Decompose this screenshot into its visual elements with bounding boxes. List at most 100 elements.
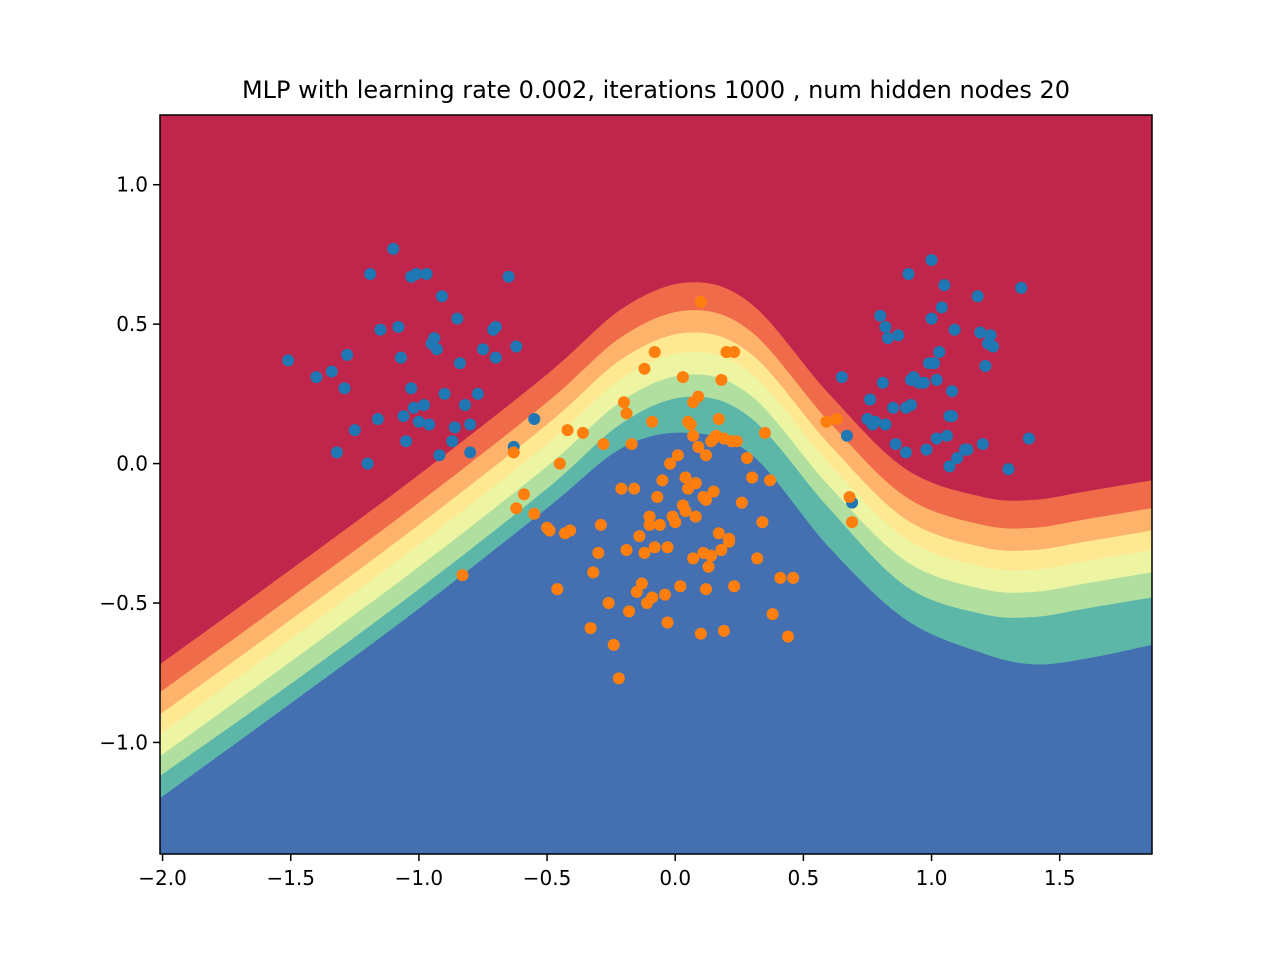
scatter-point-s0-94 [987, 340, 1000, 353]
scatter-point-s1-37 [646, 415, 659, 428]
scatter-point-s0-72 [925, 254, 938, 267]
scatter-point-s1-27 [628, 482, 641, 495]
scatter-point-s1-94 [787, 571, 800, 584]
scatter-point-s1-96 [830, 412, 843, 425]
scatter-point-s1-105 [687, 552, 700, 565]
scatter-point-s1-35 [643, 518, 656, 531]
scatter-point-s0-4 [338, 382, 351, 395]
scatter-point-s0-60 [892, 329, 905, 342]
scatter-point-s1-57 [684, 418, 697, 431]
x-tick-label: 1.0 [916, 866, 948, 890]
scatter-point-s0-84 [948, 323, 961, 336]
scatter-point-s1-62 [692, 390, 705, 403]
scatter-point-s1-42 [656, 474, 669, 487]
scatter-point-s0-2 [325, 365, 338, 378]
scatter-point-s0-15 [400, 435, 413, 448]
scatter-point-s1-1 [507, 446, 520, 459]
scatter-point-s0-53 [874, 309, 887, 322]
scatter-point-s1-29 [633, 530, 646, 543]
scatter-point-s1-3 [517, 488, 530, 501]
scatter-point-s0-55 [879, 418, 892, 431]
scatter-point-s1-43 [658, 588, 671, 601]
scatter-point-s0-7 [361, 457, 374, 470]
scatter-point-s1-50 [674, 580, 687, 593]
scatter-point-s0-19 [410, 267, 423, 280]
scatter-point-s0-13 [394, 351, 407, 364]
scatter-point-s0-45 [528, 412, 541, 425]
y-tick-label: 0.5 [116, 312, 148, 336]
scatter-point-s0-41 [489, 320, 502, 333]
x-tick-label: −1.5 [266, 866, 315, 890]
scatter-point-s1-66 [699, 583, 712, 596]
x-axis: −2.0 −1.5 −1.0 −0.5 0.0 0.5 1.0 1.5 [138, 854, 1076, 890]
scatter-point-s0-80 [943, 460, 956, 473]
scatter-point-s1-68 [702, 560, 715, 573]
scatter-point-s1-15 [592, 546, 605, 559]
scatter-point-s0-26 [430, 343, 443, 356]
scatter-point-s1-82 [728, 580, 741, 593]
scatter-point-s0-88 [971, 290, 984, 303]
scatter-point-s0-20 [412, 415, 425, 428]
scatter-point-s1-7 [551, 583, 564, 596]
scatter-point-s1-23 [620, 407, 633, 420]
scatter-point-s0-14 [397, 410, 410, 423]
scatter-point-s1-26 [625, 438, 638, 451]
scatter-point-s1-77 [717, 624, 730, 637]
scatter-point-s0-16 [405, 382, 418, 395]
scatter-point-s0-95 [1002, 463, 1015, 476]
scatter-point-s0-90 [976, 438, 989, 451]
scatter-point-s1-44 [661, 616, 674, 629]
scatter-point-s1-18 [602, 597, 615, 610]
scatter-point-s1-17 [597, 438, 610, 451]
scatter-point-s1-90 [764, 474, 777, 487]
scatter-point-s0-40 [489, 351, 502, 364]
scatter-point-s0-42 [502, 270, 515, 283]
scatter-point-s0-44 [510, 340, 523, 353]
scatter-point-s0-28 [435, 290, 448, 303]
contour-band-7 [160, 432, 1152, 854]
scatter-point-s0-78 [938, 279, 951, 292]
scatter-point-s0-79 [940, 429, 953, 442]
scatter-point-s0-29 [438, 387, 451, 400]
scatter-point-s1-21 [615, 482, 628, 495]
scatter-point-s1-101 [712, 527, 725, 540]
y-axis: 1.0 0.5 0.0 −0.5 −1.0 [99, 173, 160, 754]
scatter-point-s0-68 [917, 376, 930, 389]
scatter-point-s0-1 [310, 371, 323, 384]
scatter-point-s1-10 [561, 424, 574, 437]
scatter-point-s0-69 [920, 443, 933, 456]
scatter-point-s0-32 [451, 312, 464, 325]
x-tick-label: 0.0 [659, 866, 691, 890]
scatter-point-s0-30 [446, 435, 459, 448]
scatter-point-s1-67 [699, 493, 712, 506]
scatter-point-s0-11 [387, 242, 400, 255]
scatter-point-s0-35 [464, 446, 477, 459]
scatter-point-s1-85 [740, 452, 753, 465]
y-tick-label: −1.0 [99, 730, 148, 754]
scatter-point-s1-41 [653, 518, 666, 531]
scatter-point-s0-46 [835, 371, 848, 384]
scatter-point-s1-103 [723, 532, 736, 545]
scatter-point-s0-82 [946, 410, 959, 423]
scatter-point-s1-91 [766, 608, 779, 621]
scatter-point-s1-6 [543, 524, 556, 537]
scatter-point-s1-38 [648, 541, 661, 554]
scatter-point-s0-50 [864, 393, 877, 406]
scatter-point-s1-8 [553, 457, 566, 470]
scatter-point-s0-34 [459, 399, 472, 412]
scatter-point-s0-23 [423, 418, 436, 431]
scatter-point-s0-9 [371, 412, 384, 425]
scatter-point-s1-4 [528, 507, 541, 520]
scatter-point-s0-33 [453, 357, 466, 370]
scatter-point-s0-18 [407, 401, 420, 414]
scatter-point-s0-6 [348, 424, 361, 437]
scatter-point-s0-74 [930, 373, 943, 386]
scatter-point-s0-59 [889, 438, 902, 451]
scatter-point-s1-45 [661, 541, 674, 554]
scatter-point-s0-97 [1022, 432, 1035, 445]
scatter-point-s1-20 [612, 672, 625, 685]
plot-frame [159, 114, 1153, 855]
scatter-point-s1-34 [643, 510, 656, 523]
scatter-points [282, 242, 1035, 685]
y-tick-label: 0.0 [116, 452, 148, 476]
